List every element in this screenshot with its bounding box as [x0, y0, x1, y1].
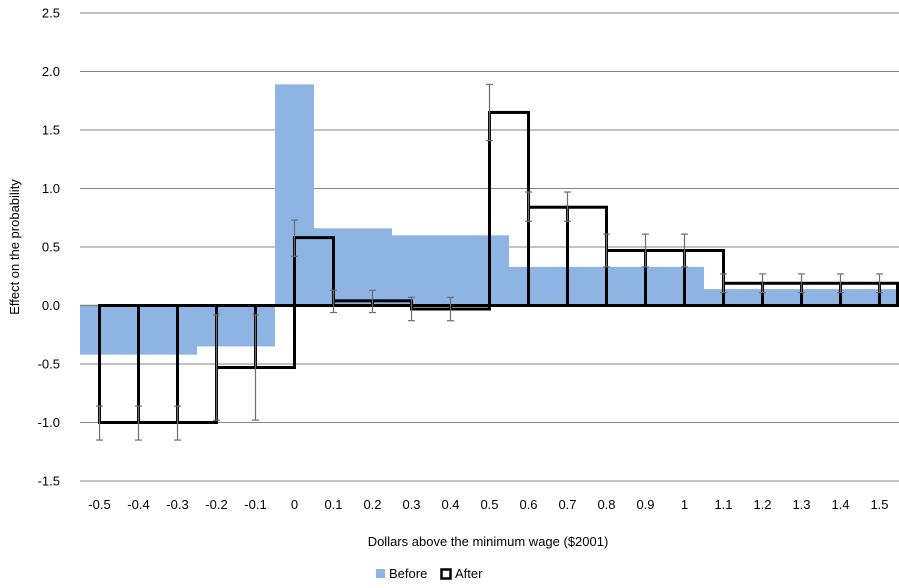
x-tick-label: 0.7 — [558, 497, 576, 512]
legend: Before After — [376, 566, 483, 581]
x-tick-label: 1.2 — [753, 497, 771, 512]
x-tick-label: 1.3 — [792, 497, 810, 512]
y-tick-label: 0.0 — [42, 298, 60, 313]
x-tick-label: 0.9 — [636, 497, 654, 512]
x-tick-label: -0.5 — [88, 497, 110, 512]
y-tick-label: -1.5 — [38, 474, 60, 489]
after-bar — [878, 281, 899, 307]
y-tick-label: 0.5 — [42, 240, 60, 255]
x-tick-label: 1.1 — [714, 497, 732, 512]
x-tick-label: 1.4 — [831, 497, 849, 512]
y-tick-label: 1.0 — [42, 181, 60, 196]
y-tick-label: 2.5 — [42, 6, 60, 21]
x-tick-label: 0 — [291, 497, 298, 512]
x-tick-label: 0.4 — [441, 497, 459, 512]
before-bar — [314, 228, 392, 306]
before-bar — [392, 235, 509, 306]
legend-swatch-after — [440, 568, 452, 580]
y-axis-title: Effect on the probability — [7, 179, 22, 315]
y-tick-label: -0.5 — [38, 357, 60, 372]
x-axis-ticks: -0.5 -0.4 -0.3 -0.2 -0.1 0 0.1 0.2 0.3 0.4 0.5 0.6 0… — [88, 497, 888, 512]
after-bar — [410, 304, 452, 311]
legend-label-before: Before — [389, 566, 427, 581]
legend-label-after: After — [455, 566, 483, 581]
after-bar — [293, 236, 335, 307]
x-tick-label: 0.2 — [363, 497, 381, 512]
x-tick-label: -0.3 — [166, 497, 188, 512]
before-bar — [197, 305, 275, 347]
x-tick-label: -0.2 — [205, 497, 227, 512]
x-axis-title: Dollars above the minimum wage ($2001) — [368, 534, 609, 549]
x-tick-label: 1 — [681, 497, 688, 512]
y-axis-ticks: 2.5 2.0 1.5 1.0 0.5 0.0 -0.5 -1.0 -1.5 — [38, 6, 60, 489]
x-tick-label: 0.1 — [324, 497, 342, 512]
x-tick-label: 0.5 — [480, 497, 498, 512]
after-bar — [449, 304, 491, 311]
x-tick-label: 1.5 — [870, 497, 888, 512]
x-tick-label: -0.4 — [127, 497, 149, 512]
x-tick-label: 0.8 — [597, 497, 615, 512]
x-tick-label: 0.6 — [519, 497, 537, 512]
y-tick-label: -1.0 — [38, 415, 60, 430]
y-tick-label: 2.0 — [42, 64, 60, 79]
x-tick-label: -0.1 — [244, 497, 266, 512]
y-tick-label: 1.5 — [42, 123, 60, 138]
error-bars — [96, 83, 883, 441]
legend-swatch-before — [376, 569, 385, 578]
x-tick-label: 0.3 — [402, 497, 420, 512]
